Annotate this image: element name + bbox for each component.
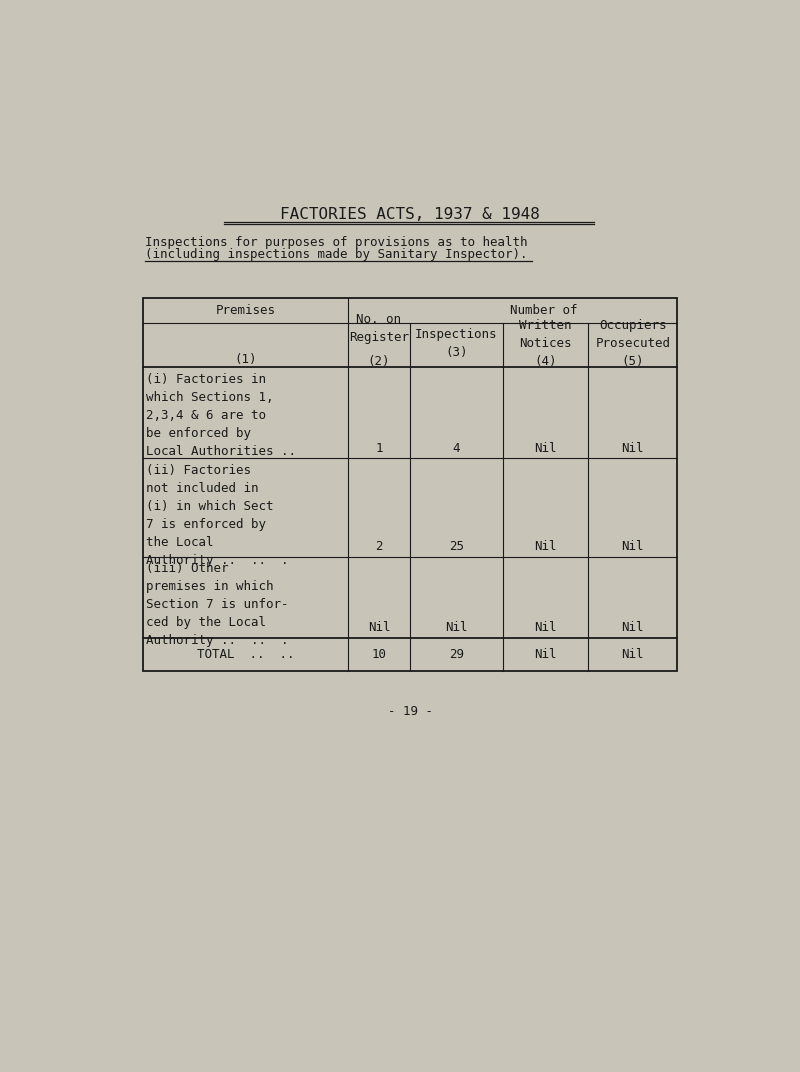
Text: (iii) Other
premises in which
Section 7 is unfor-
ced by the Local
Authority .. : (iii) Other premises in which Section 7 … (146, 562, 289, 647)
Text: Inspections
(3): Inspections (3) (415, 328, 498, 359)
Text: 29: 29 (449, 649, 464, 661)
Text: Written
Notices
(4): Written Notices (4) (519, 319, 572, 368)
Text: Premises: Premises (215, 303, 275, 317)
Text: Nil: Nil (622, 442, 644, 455)
Text: FACTORIES ACTS, 1937 & 1948: FACTORIES ACTS, 1937 & 1948 (280, 207, 540, 222)
Text: 25: 25 (449, 540, 464, 553)
Text: Nil: Nil (534, 540, 557, 553)
Text: Nil: Nil (446, 621, 468, 635)
Text: Nil: Nil (534, 621, 557, 635)
Text: 2: 2 (375, 540, 382, 553)
Text: No. on
Register: No. on Register (349, 313, 409, 344)
Text: (i) Factories in
which Sections 1,
2,3,4 & 6 are to
be enforced by
Local Authori: (i) Factories in which Sections 1, 2,3,4… (146, 373, 297, 458)
Text: - 19 -: - 19 - (387, 705, 433, 718)
Text: Occupiers
Prosecuted
(5): Occupiers Prosecuted (5) (595, 319, 670, 368)
Text: 1: 1 (375, 442, 382, 455)
Text: 10: 10 (371, 649, 386, 661)
Text: Nil: Nil (622, 621, 644, 635)
Text: Nil: Nil (622, 649, 644, 661)
Text: Nil: Nil (534, 649, 557, 661)
Text: (including inspections made by Sanitary Inspector).: (including inspections made by Sanitary … (145, 248, 527, 260)
Text: (1): (1) (234, 353, 257, 367)
Text: Nil: Nil (368, 621, 390, 635)
Text: Number of: Number of (510, 303, 578, 317)
Text: 4: 4 (453, 442, 460, 455)
Text: (ii) Factories
not included in
(i) in which Sect
7 is enforced by
the Local
Auth: (ii) Factories not included in (i) in wh… (146, 463, 289, 567)
Text: TOTAL  ..  ..: TOTAL .. .. (197, 649, 294, 661)
Text: Nil: Nil (534, 442, 557, 455)
Bar (142, 298, 678, 671)
Text: Inspections for purposes of provisions as to health: Inspections for purposes of provisions a… (145, 236, 527, 249)
Text: Nil: Nil (622, 540, 644, 553)
Text: (2): (2) (368, 355, 390, 368)
